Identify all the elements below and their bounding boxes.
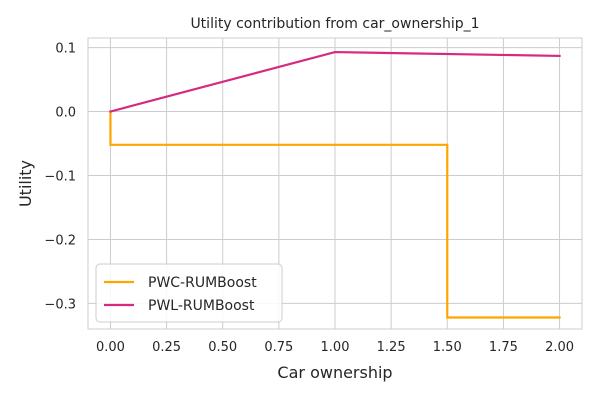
x-tick-label: 1.25 <box>377 340 406 355</box>
x-axis-label: Car ownership <box>277 363 392 382</box>
y-tick-label: 0.1 <box>55 42 76 57</box>
legend-label: PWL-RUMBoost <box>148 298 255 314</box>
y-axis-label: Utility <box>16 160 35 207</box>
y-tick-label: 0.0 <box>55 106 76 121</box>
x-tick-label: 0.50 <box>208 340 237 355</box>
y-tick-label: −0.2 <box>44 233 76 248</box>
x-tick-label: 0.00 <box>96 340 125 355</box>
tick-labels: 0.00 0.25 0.50 0.75 1.00 1.25 1.50 1.75 2.00 0.1 0… <box>44 42 574 355</box>
x-tick-label: 0.25 <box>152 340 181 355</box>
series-line-pwc-rumboost <box>109 110 561 319</box>
series-layer <box>109 50 561 319</box>
series-line-pwl-rumboost <box>109 50 561 113</box>
x-tick-label: 1.00 <box>321 340 350 355</box>
grid <box>88 38 582 329</box>
legend: PWC-RUMBoost PWL-RUMBoost <box>95 263 283 323</box>
y-tick-label: −0.1 <box>44 170 76 185</box>
x-tick-label: 1.75 <box>489 340 518 355</box>
y-tick-label: −0.3 <box>44 297 76 312</box>
legend-label: PWC-RUMBoost <box>148 275 257 291</box>
legend-box <box>95 263 283 323</box>
x-tick-label: 0.75 <box>264 340 293 355</box>
chart-title: Utility contribution from car_ownership_… <box>190 16 479 32</box>
x-tick-label: 1.50 <box>433 340 462 355</box>
plot-frame <box>87 37 583 330</box>
x-tick-label: 2.00 <box>545 340 574 355</box>
